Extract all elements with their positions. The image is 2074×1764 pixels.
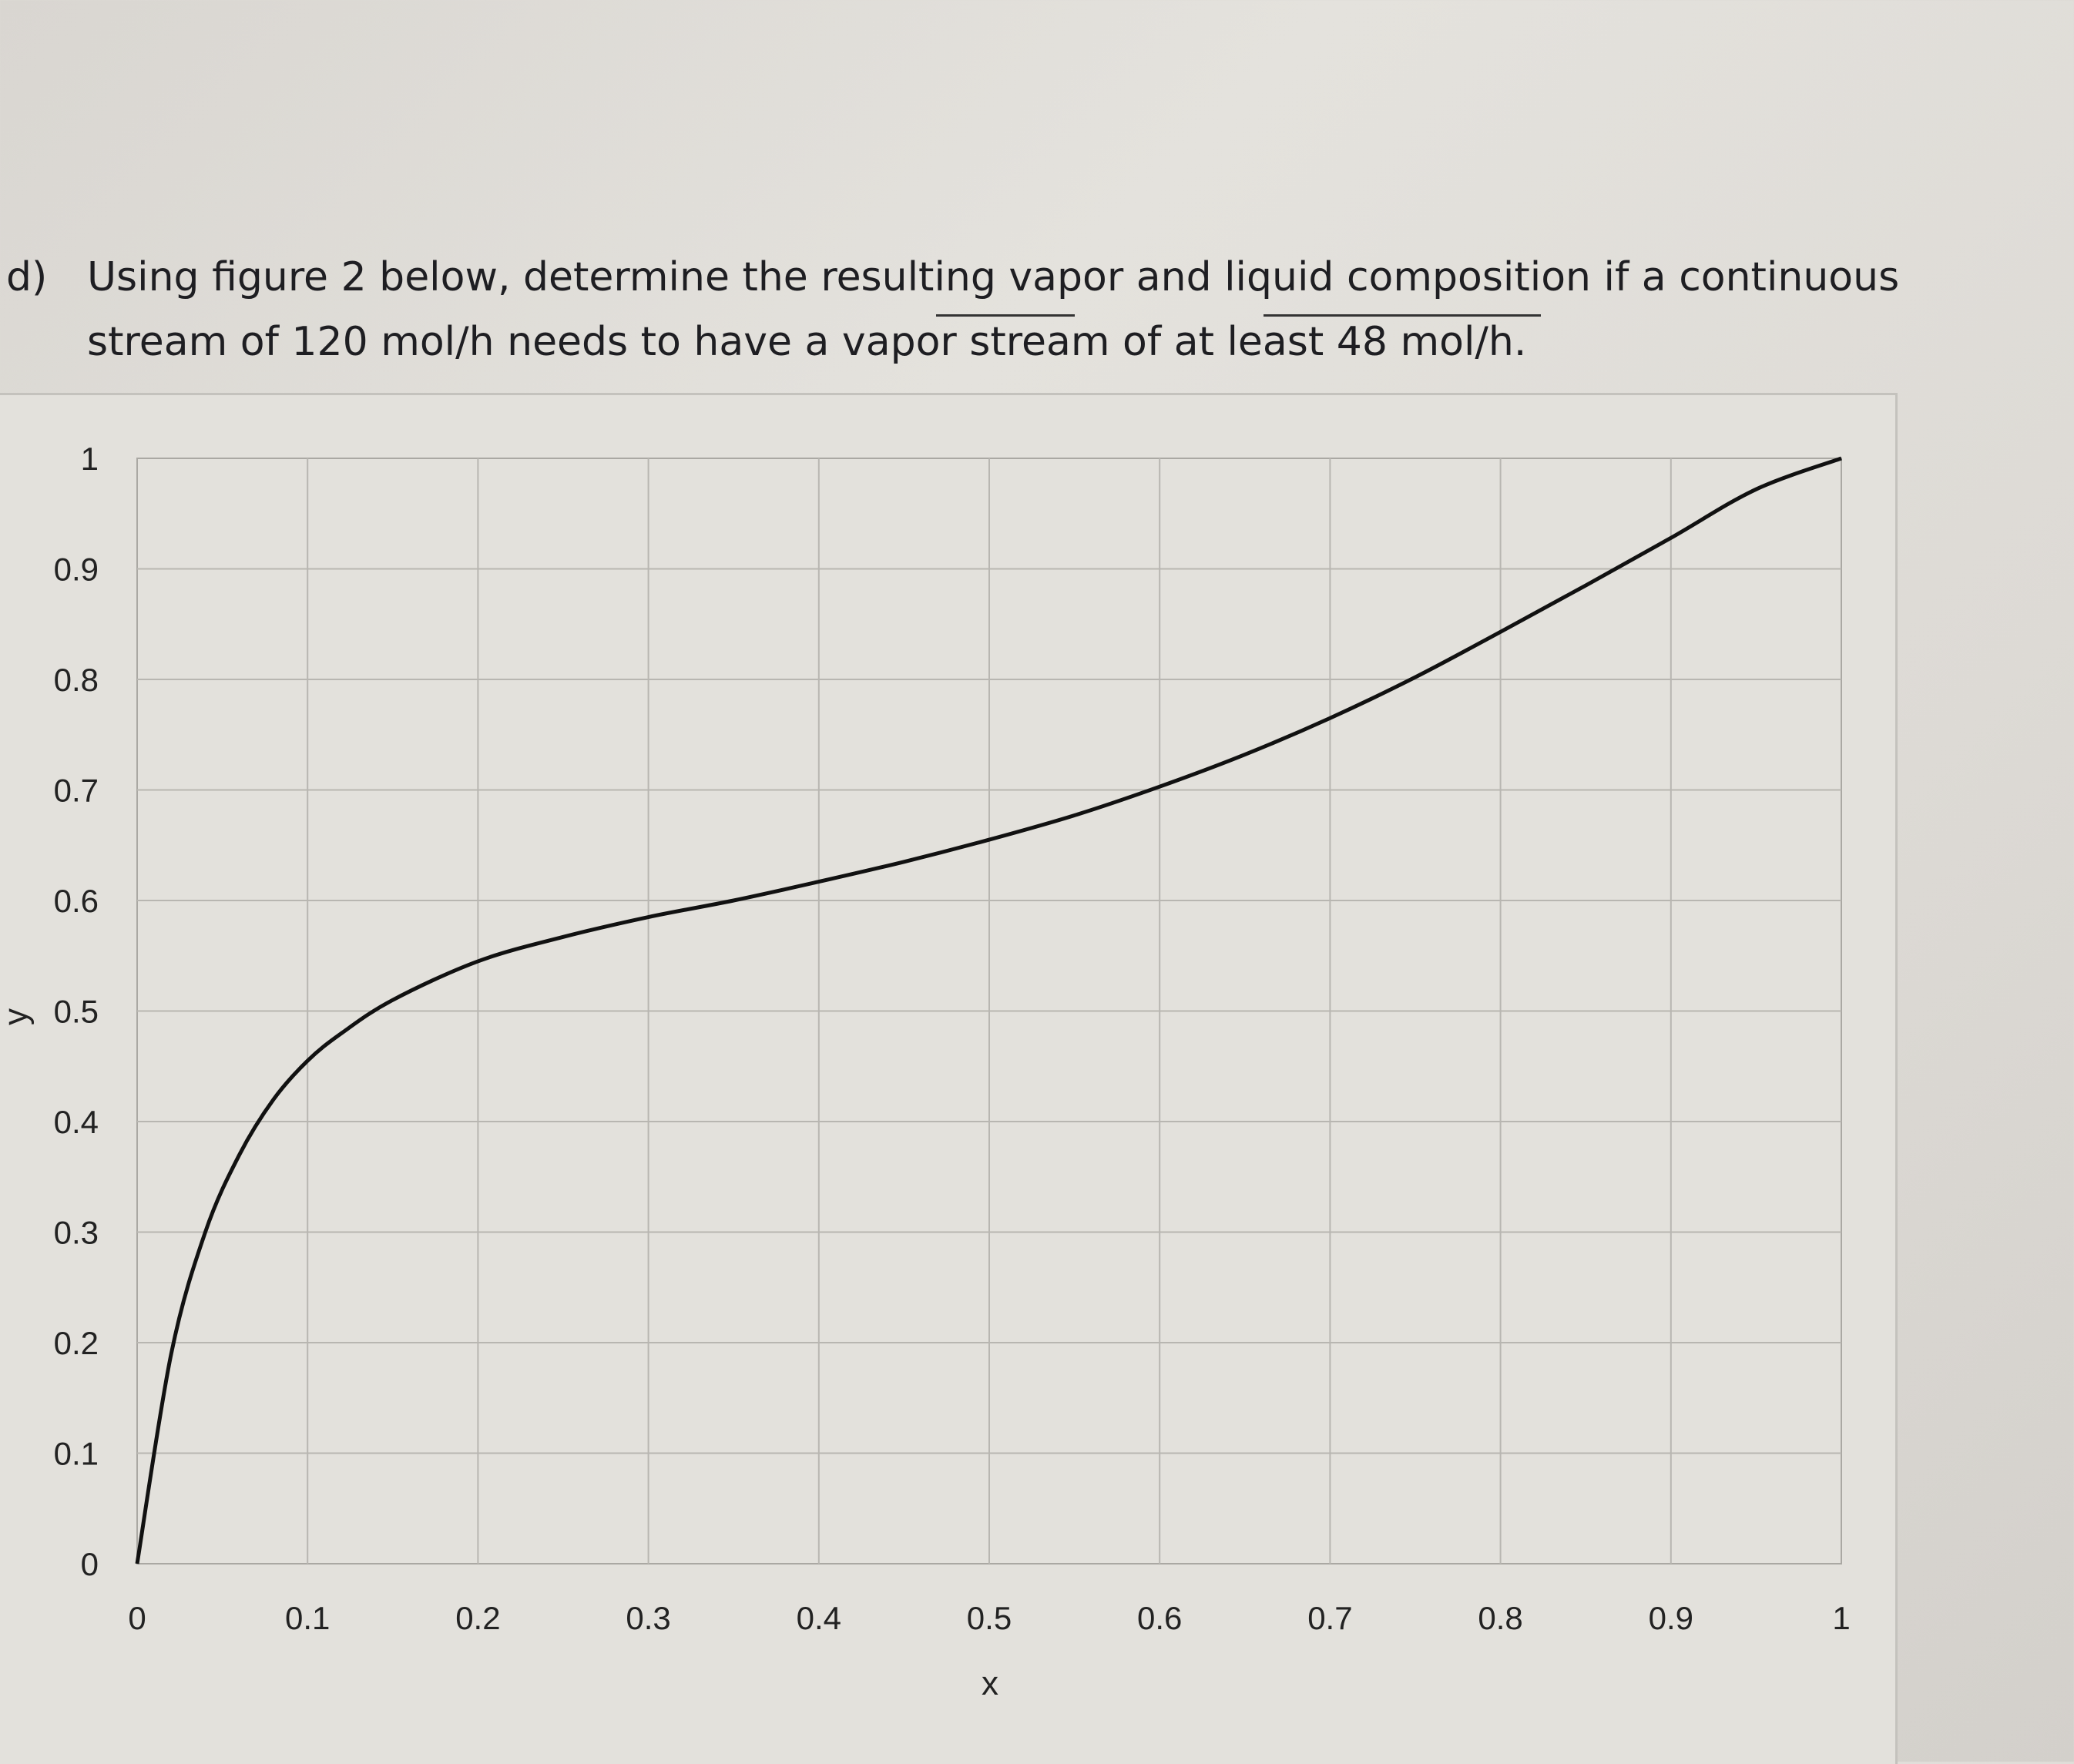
y-tick-label: 0.2	[54, 1325, 99, 1361]
x-tick-label: 0.1	[285, 1600, 330, 1636]
y-tick-label: 0.4	[54, 1104, 99, 1140]
y-tick-label: 1	[81, 441, 99, 477]
underline-mark	[936, 314, 1075, 317]
y-tick-label: 0.1	[54, 1436, 99, 1472]
y-tick-label: 0.5	[54, 994, 99, 1030]
y-tick-label: 0.8	[54, 662, 99, 698]
y-tick-label: 0.6	[54, 883, 99, 919]
x-tick-label: 0.4	[797, 1600, 841, 1636]
y-tick-label: 0.7	[54, 773, 99, 809]
y-axis-label: y	[0, 1008, 35, 1025]
x-tick-label: 0	[128, 1600, 146, 1636]
equilibrium-curve	[135, 456, 1842, 1564]
question-line-2: stream of 120 mol/h needs to have a vapo…	[87, 319, 1527, 365]
x-tick-label: 0.5	[967, 1600, 1012, 1636]
y-tick-label: 0.3	[54, 1215, 99, 1251]
x-tick-label: 0.3	[626, 1600, 670, 1636]
x-tick-label: 0.2	[455, 1600, 500, 1636]
chart-panel	[0, 393, 1898, 1764]
x-tick-label: 1	[1832, 1600, 1850, 1636]
underline-mark	[1264, 314, 1541, 317]
y-tick-label: 0.9	[54, 552, 99, 588]
tick-labels: 0 0.1 0.2 0.3 0.4 0.5 0.6 0.7 0.8 0.9 1 0 0.1 0.2 0.3 0…	[54, 441, 1851, 1636]
grid-lines	[136, 458, 1842, 1564]
x-tick-label: 0.8	[1478, 1600, 1522, 1636]
series-layer	[135, 456, 1842, 1564]
x-tick-label: 0.7	[1307, 1600, 1352, 1636]
x-axis-label: x	[982, 1665, 998, 1702]
x-tick-label: 0.9	[1649, 1600, 1693, 1636]
question-line-1: Using figure 2 below, determine the resu…	[87, 254, 1900, 300]
x-tick-label: 0.6	[1137, 1600, 1182, 1636]
question-text: Using figure 2 below, determine the resu…	[87, 245, 1921, 374]
question-label: d)	[6, 254, 48, 300]
y-tick-label: 0	[81, 1546, 99, 1582]
